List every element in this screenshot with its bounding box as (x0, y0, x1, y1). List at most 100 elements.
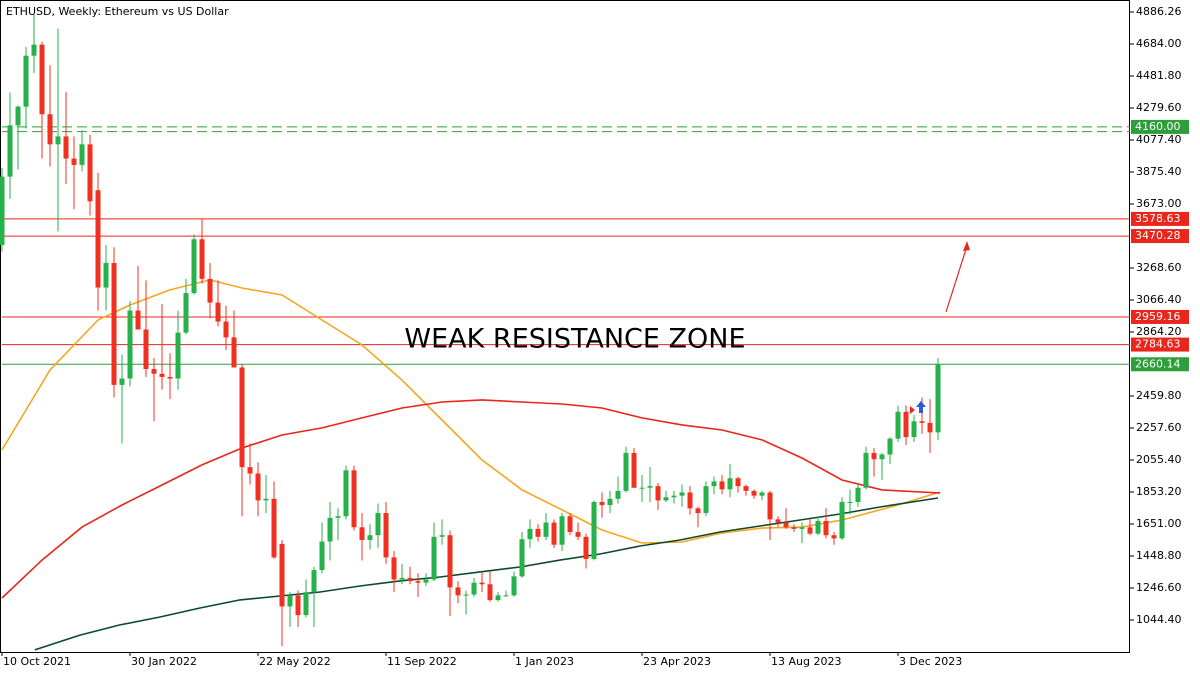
candle-body (487, 584, 493, 601)
candle-body (575, 532, 581, 537)
candle-body (783, 522, 789, 528)
y-tick-label: 4684.00 (1136, 37, 1182, 50)
y-tick-label: 1853.20 (1136, 485, 1182, 498)
candle-body (367, 535, 373, 540)
candle-body (511, 576, 517, 596)
candle-body (223, 321, 229, 338)
candle-body (527, 528, 533, 540)
candle-body (167, 376, 173, 379)
candle-body (391, 557, 397, 580)
candle-body (567, 516, 573, 533)
candle-body (903, 411, 909, 438)
candle-body (287, 595, 293, 607)
candle-body (71, 158, 77, 165)
candle-body (639, 487, 645, 489)
candle-body (727, 478, 733, 490)
candle-body (583, 536, 589, 559)
candle-body (663, 497, 669, 501)
candle-body (775, 519, 781, 523)
candle-body (687, 492, 693, 509)
candle-body (679, 492, 685, 496)
level-label: 3470.28 (1135, 229, 1181, 242)
candle-body (375, 513, 381, 536)
candle-body (423, 579, 429, 583)
candle-body (935, 364, 941, 433)
candle-body (23, 55, 29, 107)
candle-body (887, 438, 893, 455)
x-tick-label: 22 May 2022 (259, 655, 331, 668)
candle-body (719, 481, 725, 490)
y-tick-label: 4886.26 (1136, 5, 1182, 18)
y-tick-label: 4481.80 (1136, 69, 1182, 82)
candle-body (535, 528, 541, 537)
candle-body (495, 595, 501, 601)
y-tick-label: 3066.40 (1136, 293, 1182, 306)
candle-body (215, 302, 221, 322)
candle-body (559, 516, 565, 545)
y-tick-label: 2864.20 (1136, 325, 1182, 338)
candle-body (919, 421, 925, 423)
candle-body (335, 516, 341, 518)
candle-body (143, 329, 149, 370)
candle-body (383, 513, 389, 558)
candle-body (855, 487, 861, 502)
level-tag (1131, 119, 1189, 134)
candle-body (351, 470, 357, 528)
candle-body (87, 144, 93, 202)
candle-body (311, 570, 317, 593)
y-tick-label: 1651.00 (1136, 517, 1182, 530)
level-tag (1131, 309, 1189, 324)
candle-body (319, 541, 325, 571)
candle-body (111, 263, 117, 385)
candle-body (183, 293, 189, 333)
candle-body (911, 421, 917, 438)
y-tick-label: 3268.60 (1136, 261, 1182, 274)
y-tick-label: 2459.80 (1136, 389, 1182, 402)
candle-body (615, 490, 621, 499)
candle-body (295, 595, 301, 616)
candle-body (247, 467, 253, 474)
arrow (945, 245, 968, 313)
candle-body (119, 378, 125, 385)
candle-body (207, 278, 213, 303)
candle-body (631, 452, 637, 488)
candle-body (95, 190, 101, 288)
candle-body (31, 44, 37, 56)
candle-body (39, 44, 45, 115)
candle-body (343, 470, 349, 517)
candle-body (927, 422, 933, 433)
trade-icon (910, 406, 915, 414)
candle-body (671, 495, 677, 498)
candle-body (7, 125, 13, 177)
y-tick-label: 3875.40 (1136, 165, 1182, 178)
candle-body (327, 517, 333, 542)
candle-body (647, 486, 653, 488)
level-label: 4160.00 (1135, 120, 1181, 133)
candle-body (407, 577, 413, 582)
candle-body (191, 239, 197, 294)
y-tick-label: 3673.00 (1136, 197, 1182, 210)
candle-body (255, 473, 261, 501)
plot-frame (0, 0, 1130, 653)
candle-body (175, 332, 181, 379)
line-series (1, 399, 941, 599)
y-tick-label: 4077.40 (1136, 133, 1182, 146)
trade-icon (916, 401, 926, 413)
level-label: 2959.16 (1135, 310, 1181, 323)
annotation: WEAK RESISTANCE ZONE (404, 324, 745, 355)
x-tick-label: 13 Aug 2023 (771, 655, 841, 668)
x-tick-label: 23 Apr 2023 (643, 655, 711, 668)
x-tick-label: 1 Jan 2023 (515, 655, 574, 668)
candle-body (415, 581, 421, 583)
candle-body (471, 582, 477, 595)
y-tick-label: 2257.60 (1136, 421, 1182, 434)
candle-body (623, 452, 629, 491)
candle-body (543, 522, 549, 537)
x-tick-label: 11 Sep 2022 (387, 655, 457, 668)
candle-body (807, 527, 813, 534)
candle-body (823, 520, 829, 536)
candle-body (791, 527, 797, 529)
candle-body (871, 452, 877, 460)
x-tick-label: 10 Oct 2021 (3, 655, 71, 668)
x-tick-label: 30 Jan 2022 (131, 655, 197, 668)
